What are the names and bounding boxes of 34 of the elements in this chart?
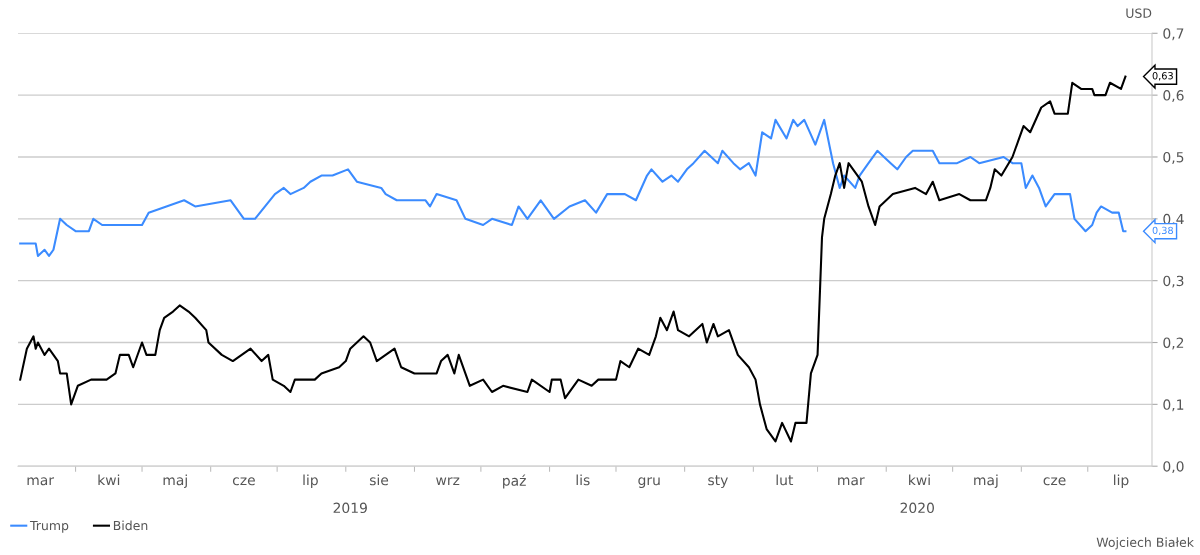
- y-tick-label: 0,3: [1163, 275, 1184, 288]
- x-tick-label: paź: [503, 474, 526, 489]
- y-tick-label: 0,6: [1163, 90, 1184, 103]
- legend-label: Trump: [29, 520, 69, 533]
- x-tick-label: wrz: [436, 477, 460, 486]
- x-tick-label: sie: [369, 474, 389, 486]
- x-tick-label: lis: [576, 474, 590, 486]
- x-tick-label: cze: [1043, 477, 1066, 486]
- x-tick-label: lip: [303, 474, 318, 488]
- x-tick-label: mar: [838, 477, 865, 486]
- y-tick-label: 0,7: [1163, 28, 1184, 41]
- y-tick-label: 0,1: [1163, 399, 1184, 412]
- x-tick-label: gru: [638, 477, 660, 488]
- y-tick-label: 0,0: [1163, 461, 1184, 474]
- x-tick-label: cze: [232, 477, 255, 486]
- line-series: [19, 75, 1127, 443]
- x-tick-label: maj: [163, 474, 187, 488]
- annotation: 0,38: [1152, 226, 1173, 236]
- x-tick-label: maj: [974, 474, 998, 488]
- x-tick-label: lip: [1114, 474, 1129, 488]
- x-tick-label: kwi: [909, 474, 930, 486]
- y-tick-label: 0,5: [1163, 151, 1184, 164]
- x-tick-label: lut: [776, 474, 794, 486]
- x-tick-label: sty: [708, 475, 728, 488]
- legend-label: Biden: [113, 520, 148, 531]
- line-series: [19, 118, 1127, 257]
- x-tick-label: kwi: [98, 474, 120, 486]
- annotation: 0,63: [1152, 72, 1173, 81]
- text: Wojciech Białek: [1096, 537, 1194, 550]
- x-tick-label: mar: [27, 477, 55, 486]
- y-axis-title: USD: [1126, 8, 1152, 18]
- y-tick-label: 0,2: [1163, 337, 1184, 350]
- text: 2019: [333, 502, 367, 514]
- text: 2020: [900, 502, 934, 514]
